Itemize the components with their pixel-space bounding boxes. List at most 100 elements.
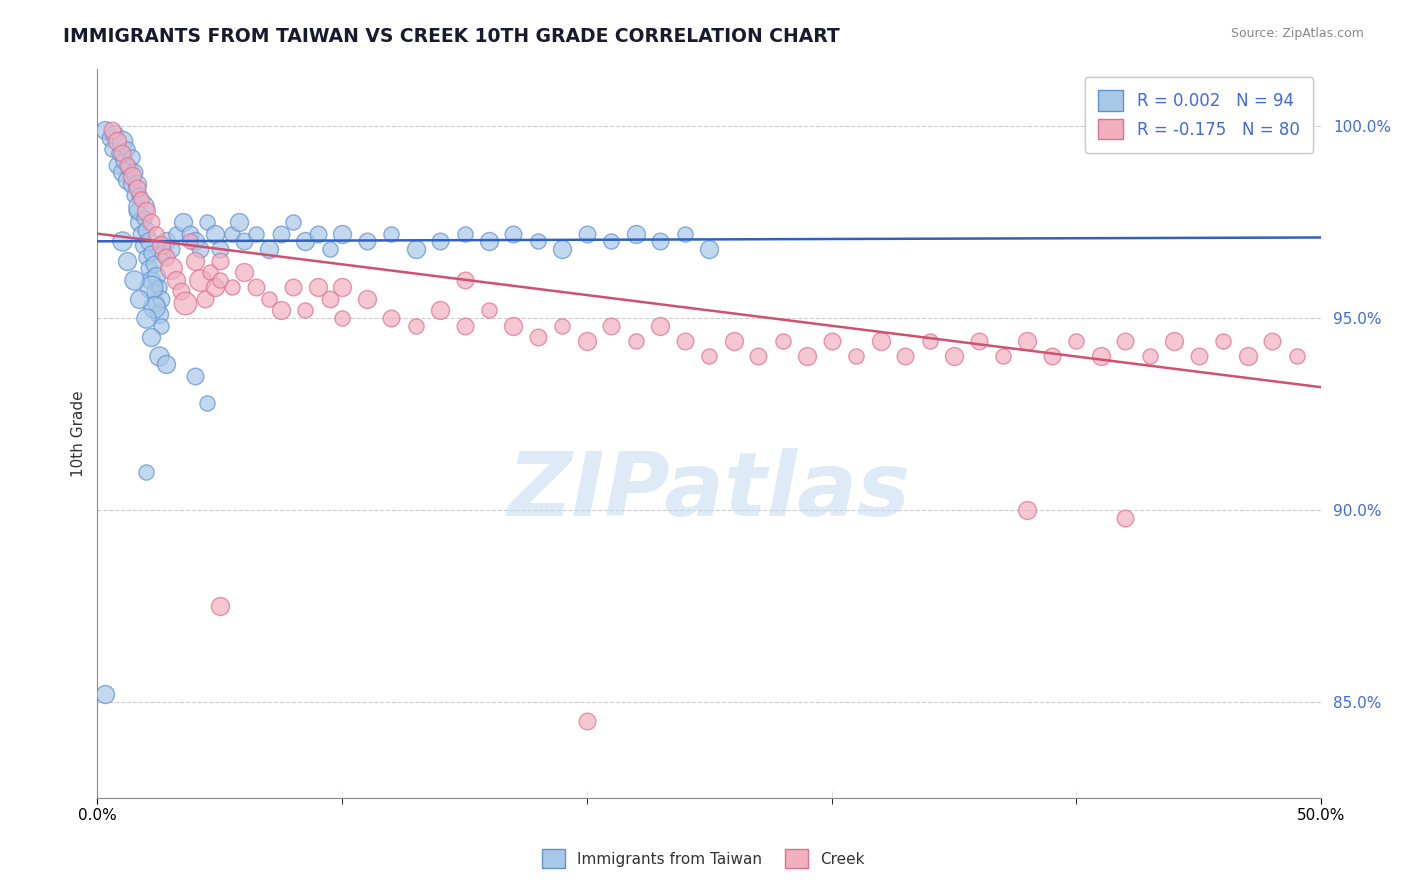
Point [1212, 334, 1234, 348]
Point [1017, 334, 1039, 348]
Point [233, 265, 256, 279]
Point [257, 242, 280, 256]
Point [135, 203, 157, 218]
Point [145, 227, 167, 241]
Point [330, 280, 353, 294]
Point [245, 227, 267, 241]
Point [283, 215, 305, 229]
Point [148, 280, 170, 294]
Point [429, 235, 451, 249]
Point [122, 273, 145, 287]
Point [624, 227, 647, 241]
Point [356, 235, 378, 249]
Point [650, 235, 672, 249]
Point [169, 284, 191, 298]
Point [135, 250, 157, 264]
Point [270, 303, 292, 318]
Point [125, 203, 148, 218]
Point [673, 227, 696, 241]
Point [356, 292, 378, 306]
Point [115, 173, 138, 187]
Point [141, 280, 163, 294]
Point [894, 350, 917, 364]
Point [330, 311, 353, 326]
Point [145, 295, 167, 310]
Point [673, 334, 696, 348]
Point [478, 235, 501, 249]
Point [1261, 334, 1284, 348]
Point [194, 292, 217, 306]
Point [624, 334, 647, 348]
Point [131, 200, 153, 214]
Point [128, 188, 150, 202]
Point [502, 318, 524, 333]
Point [527, 235, 550, 249]
Point [478, 303, 501, 318]
Point [429, 303, 451, 318]
Point [165, 273, 187, 287]
Point [121, 150, 143, 164]
Point [118, 161, 141, 176]
Point [991, 350, 1014, 364]
Point [132, 211, 155, 226]
Point [1236, 350, 1258, 364]
Point [141, 245, 163, 260]
Point [197, 215, 219, 229]
Point [150, 292, 173, 306]
Point [1040, 350, 1063, 364]
Point [145, 268, 167, 283]
Point [527, 330, 550, 344]
Point [188, 273, 211, 287]
Point [575, 334, 598, 348]
Point [111, 165, 134, 179]
Point [943, 350, 966, 364]
Point [135, 465, 157, 479]
Point [122, 165, 145, 179]
Point [155, 235, 177, 249]
Point [575, 714, 598, 729]
Point [115, 253, 138, 268]
Point [405, 318, 427, 333]
Point [650, 318, 672, 333]
Point [380, 311, 402, 326]
Point [204, 227, 226, 241]
Point [165, 227, 187, 241]
Text: ZIPatlas: ZIPatlas [508, 448, 911, 535]
Point [111, 135, 134, 149]
Point [150, 238, 173, 252]
Point [105, 135, 128, 149]
Point [131, 227, 153, 241]
Point [869, 334, 891, 348]
Point [208, 253, 231, 268]
Point [453, 273, 475, 287]
Point [723, 334, 745, 348]
Point [697, 350, 720, 364]
Point [188, 242, 211, 256]
Point [1285, 350, 1308, 364]
Point [128, 292, 150, 306]
Point [208, 242, 231, 256]
Point [918, 334, 941, 348]
Point [697, 242, 720, 256]
Point [184, 368, 207, 383]
Point [845, 350, 868, 364]
Point [796, 350, 818, 364]
Point [1114, 510, 1136, 524]
Point [121, 169, 143, 183]
Point [405, 242, 427, 256]
Point [453, 227, 475, 241]
Text: IMMIGRANTS FROM TAIWAN VS CREEK 10TH GRADE CORRELATION CHART: IMMIGRANTS FROM TAIWAN VS CREEK 10TH GRA… [63, 27, 839, 45]
Point [967, 334, 990, 348]
Point [101, 123, 124, 137]
Point [132, 238, 155, 252]
Point [600, 318, 623, 333]
Point [125, 180, 148, 194]
Point [319, 292, 342, 306]
Point [128, 215, 150, 229]
Point [159, 242, 181, 256]
Point [283, 280, 305, 294]
Point [148, 307, 170, 321]
Point [330, 227, 353, 241]
Point [108, 146, 131, 161]
Point [155, 250, 177, 264]
